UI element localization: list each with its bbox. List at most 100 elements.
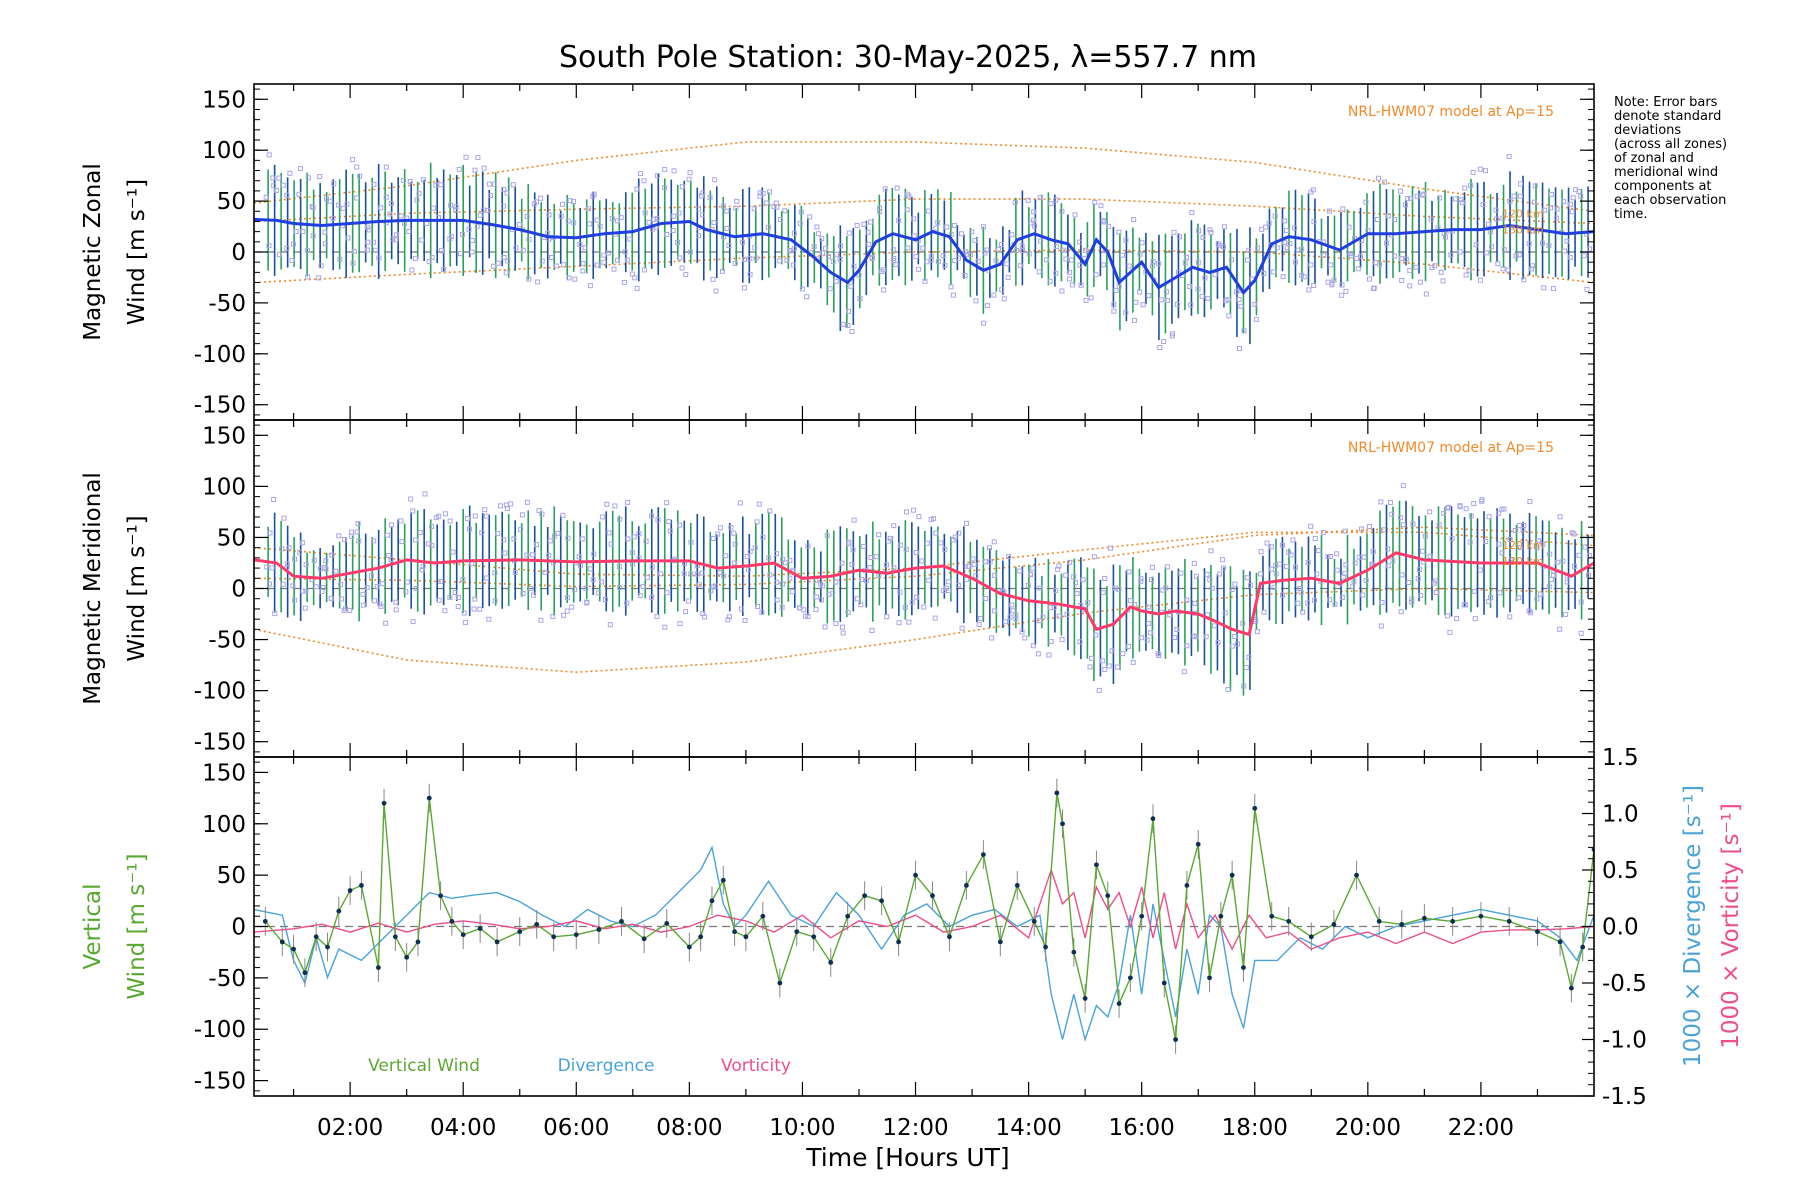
- zone-wind-point: [284, 192, 290, 198]
- zone-wind-point: [424, 220, 430, 226]
- vertical-wind-point: [720, 877, 726, 883]
- vertical-wind-point: [291, 946, 296, 952]
- zone-wind-point: [1196, 228, 1202, 234]
- zone-wind-point: [1420, 192, 1426, 198]
- zone-wind-point: [1572, 563, 1578, 569]
- vertical-wind-point: [1269, 913, 1275, 919]
- zone-wind-point: [1022, 635, 1028, 641]
- zone-wind-point: [566, 275, 572, 281]
- note-line: denote standard: [1614, 109, 1722, 124]
- zone-wind-point: [518, 527, 524, 533]
- zone-wind-point: [463, 154, 469, 160]
- zone-wind-point: [1576, 552, 1582, 558]
- zone-wind-point: [696, 582, 702, 588]
- zone-wind-point: [754, 519, 760, 525]
- zone-wind-point: [486, 616, 492, 622]
- zone-wind-point: [329, 552, 335, 558]
- zone-wind-point: [513, 245, 519, 251]
- zone-wind-point: [1295, 600, 1301, 606]
- zone-wind-point: [738, 606, 744, 612]
- zone-wind-point: [641, 267, 647, 273]
- zone-wind-point: [976, 622, 982, 628]
- zone-wind-point: [1264, 540, 1270, 546]
- zone-wind-point: [567, 198, 573, 204]
- zone-wind-point: [938, 540, 944, 546]
- zone-wind-point: [1407, 195, 1413, 201]
- zone-wind-point: [503, 270, 509, 276]
- zone-wind-point: [442, 511, 448, 517]
- zone-wind-point: [1316, 548, 1322, 554]
- zone-wind-point: [355, 521, 361, 527]
- zone-wind-point: [1184, 643, 1190, 649]
- zone-wind-point: [816, 231, 822, 237]
- zone-wind-point: [452, 589, 458, 595]
- zone-wind-point: [987, 559, 993, 565]
- zone-wind-point: [1513, 527, 1519, 533]
- zone-wind-point: [790, 262, 796, 268]
- zone-wind-point: [946, 579, 952, 585]
- zone-wind-point: [824, 533, 830, 539]
- zone-wind-point: [614, 257, 620, 263]
- zone-wind-point: [1300, 609, 1306, 615]
- zone-wind-point: [1217, 571, 1223, 577]
- zone-wind-point: [1156, 652, 1162, 658]
- zone-wind-point: [774, 551, 780, 557]
- vertical-wind-point: [517, 929, 523, 935]
- zone-wind-point: [401, 177, 407, 183]
- zone-wind-point: [501, 187, 507, 193]
- zone-wind-point: [636, 531, 642, 537]
- zone-wind-point: [264, 564, 270, 570]
- vertical-wind-point: [404, 954, 410, 960]
- zone-wind-point: [1006, 553, 1012, 559]
- zone-wind-point: [606, 530, 612, 536]
- zone-wind-point: [1527, 499, 1533, 505]
- zone-wind-point: [492, 570, 498, 576]
- zone-wind-point: [933, 530, 939, 536]
- zone-wind-point: [488, 193, 494, 199]
- zone-wind-point: [991, 292, 997, 298]
- zone-wind-point: [854, 596, 860, 602]
- zone-wind-point: [1339, 292, 1345, 298]
- zone-wind-point: [973, 573, 979, 579]
- zone-wind-point: [550, 614, 556, 620]
- zone-wind-point: [1361, 554, 1367, 560]
- zone-wind-point: [552, 533, 558, 539]
- zone-wind-point: [694, 571, 700, 577]
- zone-wind-point: [320, 584, 326, 590]
- zone-wind-point: [608, 541, 614, 547]
- zone-wind-point: [675, 240, 681, 246]
- zone-wind-point: [1048, 639, 1054, 645]
- zone-wind-point: [1511, 193, 1517, 199]
- zone-wind-point: [922, 278, 928, 284]
- zone-wind-point: [1328, 262, 1334, 268]
- zone-wind-point: [1272, 213, 1278, 219]
- zone-wind-point: [368, 573, 374, 579]
- zone-wind-point: [1274, 245, 1280, 251]
- zone-wind-point: [1174, 301, 1180, 307]
- zone-wind-point: [561, 612, 567, 618]
- zone-wind-point: [1311, 219, 1317, 225]
- vertical-wind-point: [794, 929, 800, 935]
- zone-wind-point: [483, 575, 489, 581]
- zone-wind-point: [1472, 616, 1478, 622]
- zone-wind-point: [406, 229, 412, 235]
- zone-wind-point: [797, 220, 803, 226]
- zone-wind-point: [1131, 216, 1137, 222]
- zone-wind-point: [453, 207, 459, 213]
- zone-wind-point: [662, 185, 668, 191]
- zone-wind-point: [461, 610, 467, 616]
- zone-wind-point: [1334, 551, 1340, 557]
- zone-wind-point: [1067, 559, 1073, 565]
- model-height-label: 120 km: [1502, 539, 1544, 552]
- y-tick-label: -150: [194, 393, 246, 419]
- zone-wind-point: [1066, 269, 1072, 275]
- zone-wind-point: [651, 216, 657, 222]
- zone-wind-point: [1156, 261, 1162, 267]
- zone-wind-point: [1098, 203, 1104, 209]
- zone-wind-point: [670, 228, 676, 234]
- zone-wind-point: [904, 207, 910, 213]
- zone-wind-point: [609, 216, 615, 222]
- zone-wind-point: [906, 193, 912, 199]
- zone-wind-point: [1271, 584, 1277, 590]
- zone-wind-point: [1253, 316, 1259, 322]
